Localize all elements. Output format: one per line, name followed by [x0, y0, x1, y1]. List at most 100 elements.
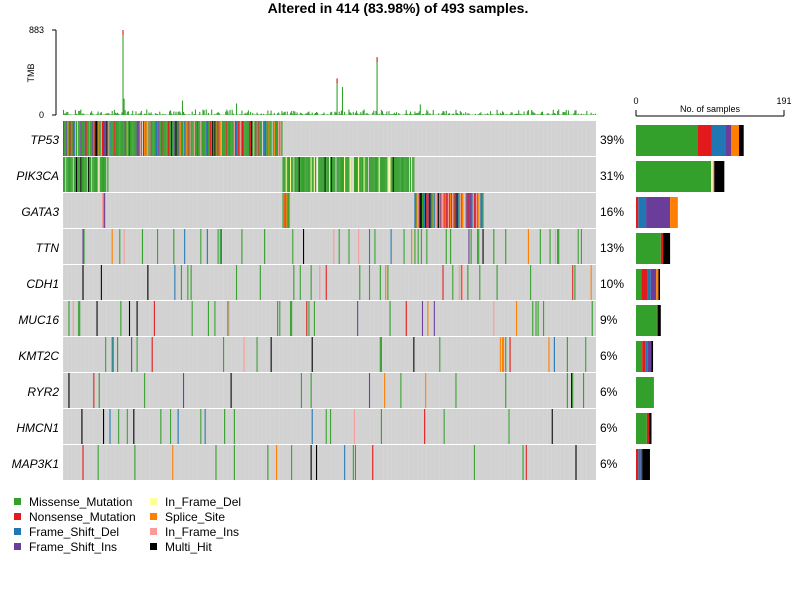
mutation-cell	[453, 193, 455, 228]
tmb-bar	[519, 113, 521, 115]
tmb-bar	[394, 113, 396, 115]
tmb-bar	[526, 111, 528, 115]
mutation-cell	[450, 229, 452, 264]
mutation-cell	[574, 265, 576, 300]
mutation-cell	[467, 193, 469, 228]
gene-row-map3k1	[63, 445, 596, 481]
mutation-cell	[243, 337, 245, 372]
mutation-cell	[291, 445, 293, 480]
tmb-bar	[112, 114, 114, 115]
tmb-bar	[444, 114, 446, 115]
mutation-cell	[389, 157, 391, 192]
mutation-cell	[338, 157, 340, 192]
mutation-cell	[68, 157, 70, 192]
legend-swatch-frame_shift_del	[14, 528, 21, 535]
mutation-cell	[72, 301, 74, 336]
mutation-cell	[167, 121, 169, 156]
mutation-cell	[171, 121, 173, 156]
mutation-cell	[394, 157, 397, 192]
tmb-bar	[193, 114, 195, 115]
tmb-bar	[468, 113, 470, 115]
mutation-cell	[274, 121, 276, 156]
mutation-cell	[180, 265, 182, 300]
tmb-bar	[239, 114, 241, 115]
mutation-cell	[424, 409, 426, 444]
mutation-cell	[270, 121, 272, 156]
mutation-cell	[200, 409, 202, 444]
tmb-bar	[554, 113, 556, 115]
tmb-bar	[336, 78, 338, 115]
oncoprint-matrix	[62, 121, 596, 481]
mutation-cell	[120, 301, 122, 336]
mutation-cell	[355, 157, 358, 192]
tmb-bar	[322, 113, 324, 115]
mutation-cell	[341, 157, 344, 192]
gene-label-hmcn1: HMCN1	[16, 421, 59, 435]
legend-label-missense_mutation: Missense_Mutation	[29, 495, 132, 509]
mutation-cell	[64, 157, 66, 192]
mutation-cell	[421, 301, 424, 336]
mutation-cell	[452, 265, 454, 300]
tmb-bar	[594, 113, 596, 115]
mutation-cell	[140, 121, 142, 156]
mutation-cell	[229, 121, 231, 156]
mutation-cell	[472, 193, 474, 228]
tmb-bar	[313, 113, 315, 115]
mutation-cell	[516, 301, 518, 336]
legend: Missense_MutationNonsense_MutationFrame_…	[14, 495, 241, 554]
tmb-bar	[540, 112, 542, 115]
mutation-cell	[293, 265, 295, 300]
mutation-cell	[470, 193, 472, 228]
mutation-cell	[452, 193, 454, 228]
mutation-cell	[384, 373, 386, 408]
tmb-bar	[592, 114, 594, 115]
mutation-cell	[402, 157, 404, 192]
mutation-cell	[126, 409, 128, 444]
mutation-cell	[160, 121, 162, 156]
tmb-bar	[270, 110, 272, 115]
mutation-cell	[368, 373, 371, 408]
mutation-cell	[92, 157, 94, 192]
sidebar-bar-map3k1-frame_shift_ins	[640, 449, 643, 480]
gene-row-pik3ca	[63, 157, 596, 193]
mutation-cell	[532, 301, 534, 336]
mutation-cell	[121, 121, 123, 156]
gene-label-ttn: TTN	[36, 241, 60, 255]
tmb-bar	[537, 114, 539, 115]
tmb-bar	[63, 109, 65, 115]
mutation-cell	[215, 445, 217, 480]
mutation-cell	[411, 229, 413, 264]
tmb-bar	[511, 112, 513, 115]
mutation-cell	[113, 121, 115, 156]
mutation-cell	[391, 157, 393, 192]
tmb-bar	[244, 112, 246, 115]
mutation-cell	[177, 409, 179, 444]
gene-label-kmt2c: KMT2C	[18, 349, 59, 363]
mutation-cell	[287, 193, 289, 228]
tmb-bar	[161, 114, 163, 115]
gene-label-pik3ca: PIK3CA	[16, 169, 59, 183]
mutation-cell	[267, 445, 269, 480]
mutation-cell	[148, 121, 150, 156]
mutation-cell	[263, 121, 265, 156]
mutation-cell	[379, 265, 381, 300]
mutation-cell	[158, 121, 160, 156]
mutation-cell	[352, 445, 354, 480]
mutation-cell	[188, 121, 190, 156]
mutation-cell	[325, 409, 327, 444]
mutation-cell	[264, 229, 266, 264]
mutation-cell	[191, 301, 193, 336]
sidebar-axis-label: No. of samples	[680, 104, 741, 114]
tmb-bar	[174, 114, 176, 115]
sidebar-bar-tp53-splice_site	[731, 125, 740, 156]
mutation-cell	[443, 409, 445, 444]
tmb-bar	[306, 113, 308, 115]
mutation-cell	[365, 157, 367, 192]
mutation-cell	[247, 121, 249, 156]
tmb-bar	[317, 112, 319, 115]
tmb-bar	[111, 110, 113, 115]
tmb-bar	[390, 113, 392, 115]
tmb-bar	[405, 110, 407, 115]
mutation-cell	[343, 157, 345, 192]
tmb-bar	[291, 110, 293, 115]
